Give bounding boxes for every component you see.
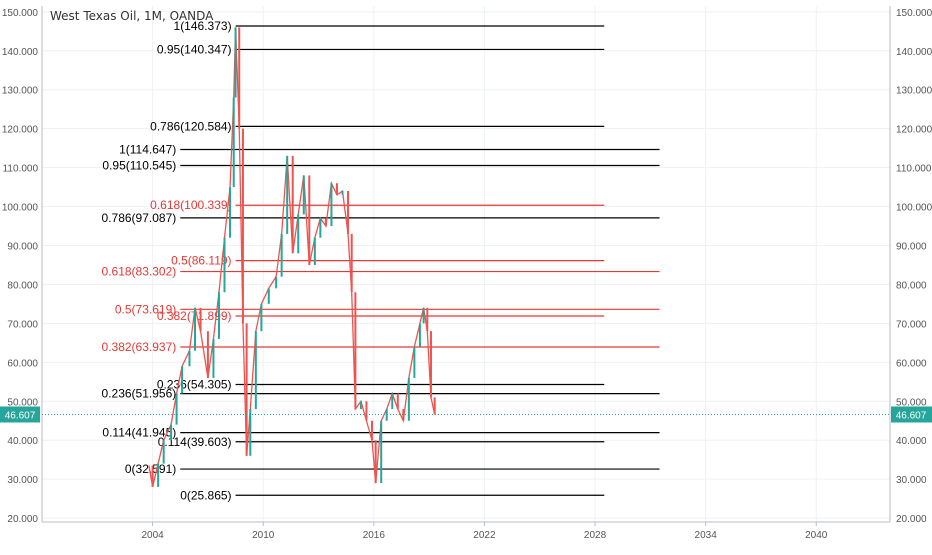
fib-level-label: 0.786(97.087) [102,211,177,225]
y-tick-label-left: 100.000 [2,203,39,214]
y-tick-label-right: 100.000 [896,203,932,214]
fib-level-label: 1(146.373) [174,19,232,33]
x-tick-label: 2016 [363,530,386,541]
fib-level-label: 0.5(86.119) [171,254,232,268]
last-price-label-right: 46.607 [896,410,927,421]
y-tick-label-left: 60.000 [7,358,38,369]
x-tick-label: 2022 [473,530,496,541]
y-tick-label-right: 50.000 [896,397,927,408]
last-price-badge-right [891,406,932,423]
last-price-label-left: 46.607 [5,410,36,421]
y-tick-label-right: 140.000 [896,47,932,58]
y-tick-label-right: 60.000 [896,358,927,369]
y-tick-label-left: 90.000 [7,242,38,253]
y-tick-label-right: 20.000 [896,514,927,525]
y-tick-label-right: 70.000 [896,319,927,330]
y-tick-label-left: 30.000 [7,475,38,486]
y-tick-label-left: 120.000 [2,125,39,136]
y-tick-label-left: 40.000 [7,436,38,447]
chart-title: West Texas Oil, 1M, OANDA [50,9,214,23]
y-tick-label-left: 140.000 [2,47,39,58]
y-tick-label-right: 80.000 [896,280,927,291]
y-tick-label-left: 150.000 [2,8,39,19]
x-tick-label: 2034 [695,530,718,541]
y-tick-label-left: 130.000 [2,86,39,97]
fib-level-label: 0.236(54.305) [157,378,232,392]
fib-level-label: 0.618(100.339) [150,198,231,212]
y-tick-label-right: 150.000 [896,8,932,19]
y-tick-label-left: 20.000 [7,514,38,525]
y-tick-label-right: 110.000 [896,164,932,175]
x-tick-label: 2040 [805,530,828,541]
fib-level-label: 0.114(41.945) [102,426,176,440]
fib-level-label: 0.114(39.603) [158,435,232,449]
y-tick-label-right: 130.000 [896,86,932,97]
fib-level-label: 0.786(120.584) [150,119,231,133]
fib-level-label: 0.5(73.619) [115,302,176,316]
last-price-badge-left [0,406,40,423]
fib-level-label: 1(114.647) [119,143,176,157]
y-tick-label-left: 50.000 [7,397,38,408]
x-tick-label: 2010 [252,530,275,541]
fib-level-label: 0.236(51.956) [102,387,177,401]
y-tick-label-right: 30.000 [896,475,927,486]
fib-level-label: 0.95(140.347) [157,42,232,56]
fib-level-label: 0.618(83.302) [102,265,177,279]
y-tick-label-right: 120.000 [896,125,932,136]
y-tick-label-right: 90.000 [896,242,927,253]
x-tick-label: 2028 [584,530,607,541]
y-tick-label-left: 110.000 [3,164,39,175]
fib-level-label: 0.95(110.545) [102,158,176,172]
y-tick-label-left: 80.000 [7,280,38,291]
fib-level-label: 0(25.865) [180,488,231,502]
x-tick-label: 2004 [141,530,164,541]
y-tick-label-left: 70.000 [7,319,38,330]
y-tick-label-right: 40.000 [896,436,927,447]
fib-level-label: 0.382(63.937) [102,340,177,354]
fib-level-label: 0(32.591) [125,462,176,476]
